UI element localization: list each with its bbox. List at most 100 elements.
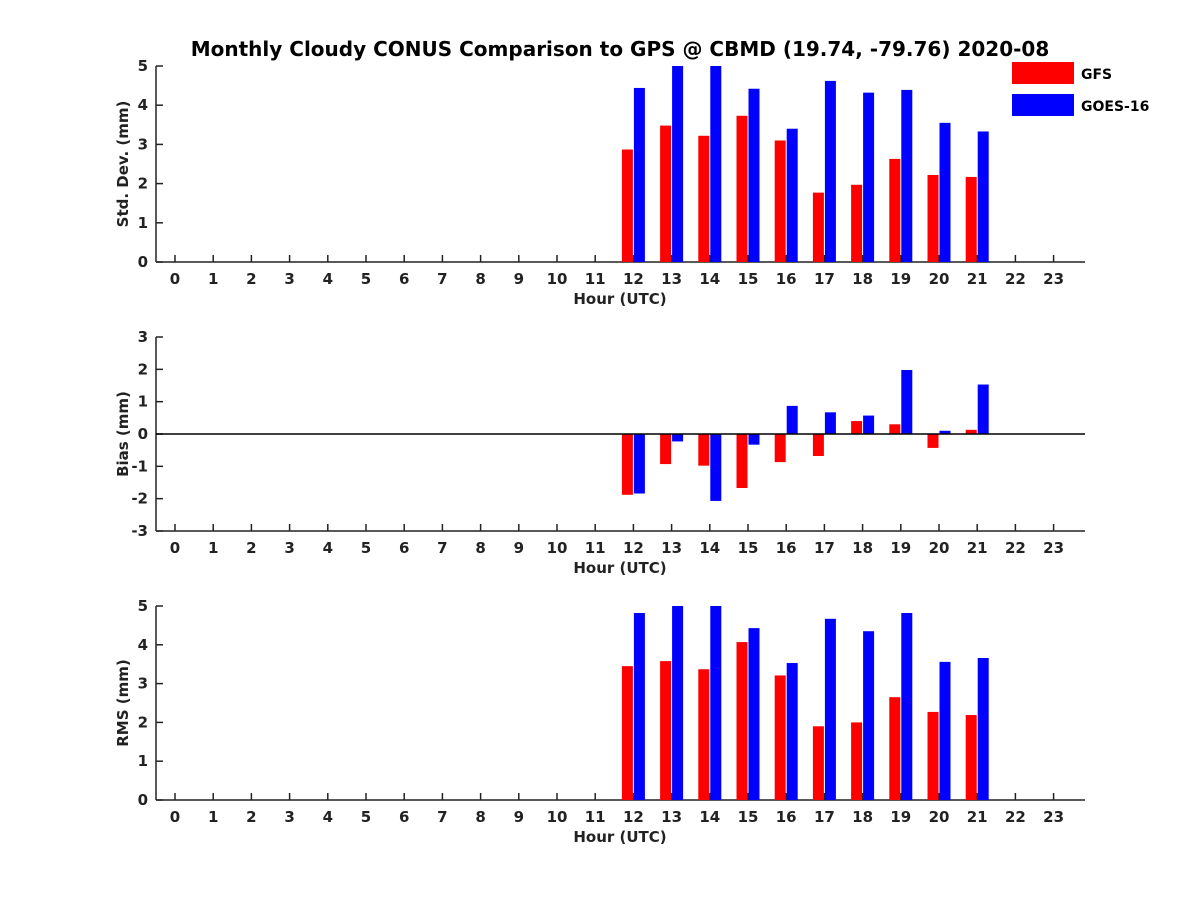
x-tick-label: 19 <box>890 270 911 288</box>
bar-gfs-hour-18 <box>851 722 863 800</box>
bar-goes-16-hour-20 <box>939 430 951 434</box>
x-tick-label: 12 <box>623 808 644 826</box>
y-axis-label: Std. Dev. (mm) <box>114 101 132 228</box>
x-tick-label: 9 <box>514 539 524 557</box>
legend-label: GOES-16 <box>1081 99 1149 115</box>
legend-label: GFS <box>1081 67 1112 83</box>
chart-title: Monthly Cloudy CONUS Comparison to GPS @… <box>191 37 1050 61</box>
bar-goes-16-hour-14 <box>710 66 722 262</box>
bar-goes-16-hour-21 <box>977 384 989 434</box>
x-tick-label: 17 <box>814 808 835 826</box>
y-tick-label: 1 <box>138 393 148 411</box>
bar-goes-16-hour-17 <box>824 618 836 800</box>
x-axis-label: Hour (UTC) <box>573 828 666 846</box>
x-tick-label: 17 <box>814 270 835 288</box>
x-tick-label: 23 <box>1043 270 1064 288</box>
x-tick-label: 15 <box>738 270 759 288</box>
x-tick-label: 21 <box>967 539 988 557</box>
bar-gfs-hour-17 <box>812 434 824 456</box>
x-tick-label: 5 <box>361 270 371 288</box>
x-tick-label: 18 <box>852 539 873 557</box>
bar-goes-16-hour-13 <box>672 606 684 800</box>
x-tick-label: 10 <box>547 539 568 557</box>
y-tick-label: 1 <box>138 752 148 770</box>
x-tick-label: 5 <box>361 539 371 557</box>
bar-gfs-hour-13 <box>660 661 672 800</box>
x-tick-label: 9 <box>514 808 524 826</box>
bar-gfs-hour-12 <box>621 149 633 262</box>
bar-goes-16-hour-17 <box>824 80 836 262</box>
bar-gfs-hour-20 <box>927 174 939 262</box>
x-tick-label: 15 <box>738 808 759 826</box>
bar-gfs-hour-16 <box>774 140 786 262</box>
bar-goes-16-hour-14 <box>710 606 722 800</box>
x-tick-label: 14 <box>699 270 720 288</box>
bar-gfs-hour-14 <box>698 669 710 800</box>
bar-goes-16-hour-20 <box>939 661 951 800</box>
x-tick-label: 6 <box>399 270 409 288</box>
bar-gfs-hour-19 <box>889 424 901 434</box>
x-tick-label: 12 <box>623 539 644 557</box>
x-tick-label: 5 <box>361 808 371 826</box>
x-tick-label: 15 <box>738 539 759 557</box>
y-tick-label: 4 <box>138 96 148 114</box>
x-tick-label: 11 <box>585 539 606 557</box>
bar-goes-16-hour-18 <box>863 631 875 800</box>
bar-gfs-hour-13 <box>660 434 672 465</box>
y-axis-label: RMS (mm) <box>114 659 132 746</box>
x-axis-label: Hour (UTC) <box>573 290 666 308</box>
x-tick-label: 2 <box>246 539 256 557</box>
x-tick-label: 2 <box>246 808 256 826</box>
x-tick-label: 14 <box>699 808 720 826</box>
legend-swatch-gfs <box>1012 62 1074 84</box>
bar-goes-16-hour-17 <box>824 412 836 434</box>
x-tick-label: 23 <box>1043 808 1064 826</box>
bar-gfs-hour-17 <box>812 726 824 800</box>
bar-goes-16-hour-16 <box>786 663 798 800</box>
bar-goes-16-hour-19 <box>901 89 913 262</box>
x-tick-label: 14 <box>699 539 720 557</box>
bar-gfs-hour-17 <box>812 192 824 262</box>
bar-gfs-hour-21 <box>965 429 977 434</box>
bar-gfs-hour-20 <box>927 711 939 800</box>
x-tick-label: 23 <box>1043 539 1064 557</box>
bar-gfs-hour-21 <box>965 715 977 800</box>
legend: GFS GOES-16 <box>1012 62 1149 116</box>
x-tick-label: 3 <box>284 270 294 288</box>
x-tick-label: 11 <box>585 808 606 826</box>
y-tick-label: 0 <box>138 425 148 443</box>
bar-goes-16-hour-12 <box>633 434 645 494</box>
x-tick-label: 7 <box>437 270 447 288</box>
x-tick-label: 0 <box>170 808 180 826</box>
x-tick-label: 21 <box>967 270 988 288</box>
bar-goes-16-hour-15 <box>748 88 760 263</box>
x-tick-label: 0 <box>170 270 180 288</box>
bar-goes-16-hour-12 <box>633 87 645 263</box>
bar-goes-16-hour-13 <box>672 66 684 262</box>
x-tick-label: 19 <box>890 539 911 557</box>
x-tick-label: 12 <box>623 270 644 288</box>
bar-gfs-hour-13 <box>660 125 672 262</box>
x-tick-label: 1 <box>208 270 218 288</box>
bar-gfs-hour-20 <box>927 434 939 448</box>
x-tick-label: 20 <box>929 539 950 557</box>
bar-goes-16-hour-18 <box>863 415 875 434</box>
x-tick-label: 8 <box>475 808 485 826</box>
x-tick-label: 2 <box>246 270 256 288</box>
bar-goes-16-hour-12 <box>633 612 645 800</box>
bar-gfs-hour-15 <box>736 642 748 800</box>
y-tick-label: 0 <box>138 791 148 809</box>
y-tick-label: 3 <box>138 135 148 153</box>
x-tick-label: 19 <box>890 808 911 826</box>
x-tick-label: 3 <box>284 808 294 826</box>
bar-goes-16-hour-21 <box>977 131 989 262</box>
x-tick-label: 1 <box>208 539 218 557</box>
x-tick-label: 6 <box>399 808 409 826</box>
bar-gfs-hour-14 <box>698 434 710 466</box>
y-tick-label: -3 <box>131 522 148 540</box>
bar-gfs-hour-12 <box>621 666 633 800</box>
x-tick-label: 4 <box>323 539 333 557</box>
